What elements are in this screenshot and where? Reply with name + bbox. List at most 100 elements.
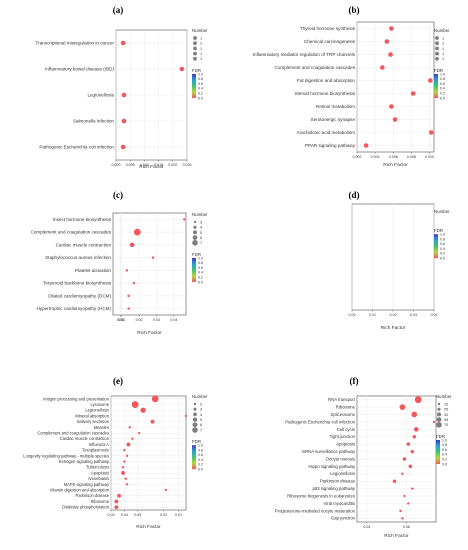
y-category-label: Dilated cardiomyopathy (DCM)	[48, 293, 111, 298]
legend-size-label: 1	[200, 52, 202, 56]
legend-size-label: 5	[200, 231, 202, 235]
legend-colorbar	[192, 258, 196, 282]
legend-fdr-label: 0.6	[440, 82, 445, 86]
y-category-label: Inflammatory bowel disease (IBD)	[45, 66, 114, 71]
y-category-label: Apoptosis	[336, 442, 355, 447]
legend-size-label: 3	[200, 220, 202, 224]
y-category-label: Complement and coagulation cascades	[31, 230, 112, 235]
panel-a: (a) 0.000 0.005 0.010 0.015 0.020 0.025 Rich Fa…	[36, 5, 209, 170]
x-tick-label: 0.002	[353, 155, 362, 159]
legend-size-swatch	[435, 56, 439, 61]
legend-fdr-title: FDR	[434, 68, 443, 73]
data-point	[407, 502, 410, 505]
x-tick-label: 0.005	[126, 163, 135, 167]
y-category-label: Parkinson disease	[320, 479, 356, 484]
x-axis-label: Rich Factor	[381, 325, 406, 331]
legend-fdr-label: 0.0	[440, 96, 445, 100]
data-point	[428, 78, 433, 83]
legend-fdr-label: 1.0	[198, 256, 203, 260]
data-point	[125, 483, 129, 486]
x-tick-label: 0.025	[183, 163, 192, 167]
y-category-label: Progesterone-mediated oocyte maturation	[275, 508, 356, 513]
legend-size-swatch	[437, 402, 441, 406]
y-category-label: Mineral absorption	[75, 413, 109, 418]
data-point	[128, 426, 131, 429]
legend-size-label: 6	[200, 236, 202, 240]
y-category-label: Staphylococcus aureus infection	[45, 255, 111, 260]
data-point	[428, 130, 434, 135]
data-point	[114, 505, 119, 510]
x-tick-label: 0.010	[425, 155, 434, 159]
data-point	[414, 396, 422, 404]
y-category-label: Retinol metabolism	[316, 104, 355, 109]
legend-fdr-label: 0.8	[440, 237, 445, 241]
data-point	[392, 479, 397, 483]
legend-size-swatch	[193, 407, 197, 411]
legend-fdr-label: 0.0	[198, 468, 203, 472]
y-category-label: Oxidative phosphorylation	[62, 505, 110, 510]
legend-size-label: 10	[444, 402, 448, 406]
legend-fdr-label: 0.0	[440, 257, 445, 261]
data-point	[125, 269, 129, 272]
x-tick-label: 0.004	[371, 155, 380, 159]
y-category-label: Hypertrophic cardiomyopathy (HCM)	[36, 306, 111, 311]
y-category-label: Amoebiasis	[88, 476, 109, 481]
x-tick-label: 0.05	[134, 513, 141, 517]
y-category-label: Apoptosis	[91, 470, 109, 475]
data-point	[124, 477, 127, 480]
plot-frame	[112, 212, 187, 316]
legend-fdr-label: 0.8	[198, 448, 203, 452]
panel-f: (f) 0.04 0.06 Rich Factor RNA transport Ribos…	[275, 376, 452, 539]
legend-size-swatch	[193, 56, 197, 61]
y-category-label: Legionellosis	[87, 92, 114, 97]
panel-title: (a)	[113, 5, 124, 15]
legend-size-swatch	[192, 240, 198, 246]
data-point	[120, 144, 126, 150]
legend-fdr-label: 0.6	[198, 453, 203, 457]
data-point	[184, 414, 188, 418]
panel-d: (d) 0.00 0.01 0.02 0.03 0.04 Rich Factor Number…	[349, 190, 451, 331]
panel-title: (d)	[349, 190, 360, 200]
x-tick-label: 0.04	[121, 513, 128, 517]
y-category-label: Salivary secretion	[77, 419, 110, 424]
legend-fdr-title: FDR	[192, 68, 201, 73]
data-point	[151, 395, 159, 403]
y-category-label: Tight junction	[330, 434, 356, 439]
y-category-label: Arachidonic acid metabolism	[297, 130, 356, 135]
legend-fdr-label: 1.0	[440, 72, 445, 76]
y-category-label: Salmonella infection	[73, 118, 115, 123]
legend-fdr-label: 0.8	[442, 443, 447, 447]
data-point	[403, 494, 406, 498]
data-point	[140, 407, 146, 413]
legend-colorbar	[434, 74, 438, 98]
legend-size-swatch	[435, 51, 439, 56]
legend-size-swatch	[193, 230, 197, 235]
y-category-label: Cardiac muscle contraction	[56, 242, 112, 247]
legend-size-label: 1	[442, 52, 444, 56]
legend-fdr-label: 0.8	[440, 77, 445, 81]
y-category-label: Complement and coagulation cascades	[37, 430, 109, 435]
legend-size-label: 1	[200, 36, 202, 40]
y-category-label: Steroid hormone biosynthesis	[294, 91, 355, 96]
data-point	[150, 419, 155, 424]
y-category-label: MAPK signaling pathway	[64, 482, 110, 487]
y-category-label: Estrogen signaling pathway	[59, 459, 110, 464]
data-point	[132, 281, 136, 285]
legend-fdr-label: 0.6	[440, 242, 445, 246]
legend-size-swatch	[436, 417, 442, 422]
data-point	[131, 401, 139, 408]
legend-size-swatch	[437, 407, 441, 411]
y-category-label: RNA transport	[328, 397, 356, 402]
data-point	[129, 242, 135, 248]
legend-size-label: 1	[442, 36, 444, 40]
plot-frame	[356, 21, 435, 153]
data-point	[410, 449, 415, 454]
x-tick-label: 0.04	[363, 525, 370, 529]
x-tick-label: 0.015	[154, 163, 163, 167]
data-point	[392, 117, 398, 122]
legend-fdr-label: 0.4	[198, 87, 203, 91]
legend-size-swatch	[193, 51, 197, 56]
data-point	[408, 464, 413, 469]
legend-size-label: 1	[200, 42, 202, 46]
data-point	[121, 92, 127, 98]
